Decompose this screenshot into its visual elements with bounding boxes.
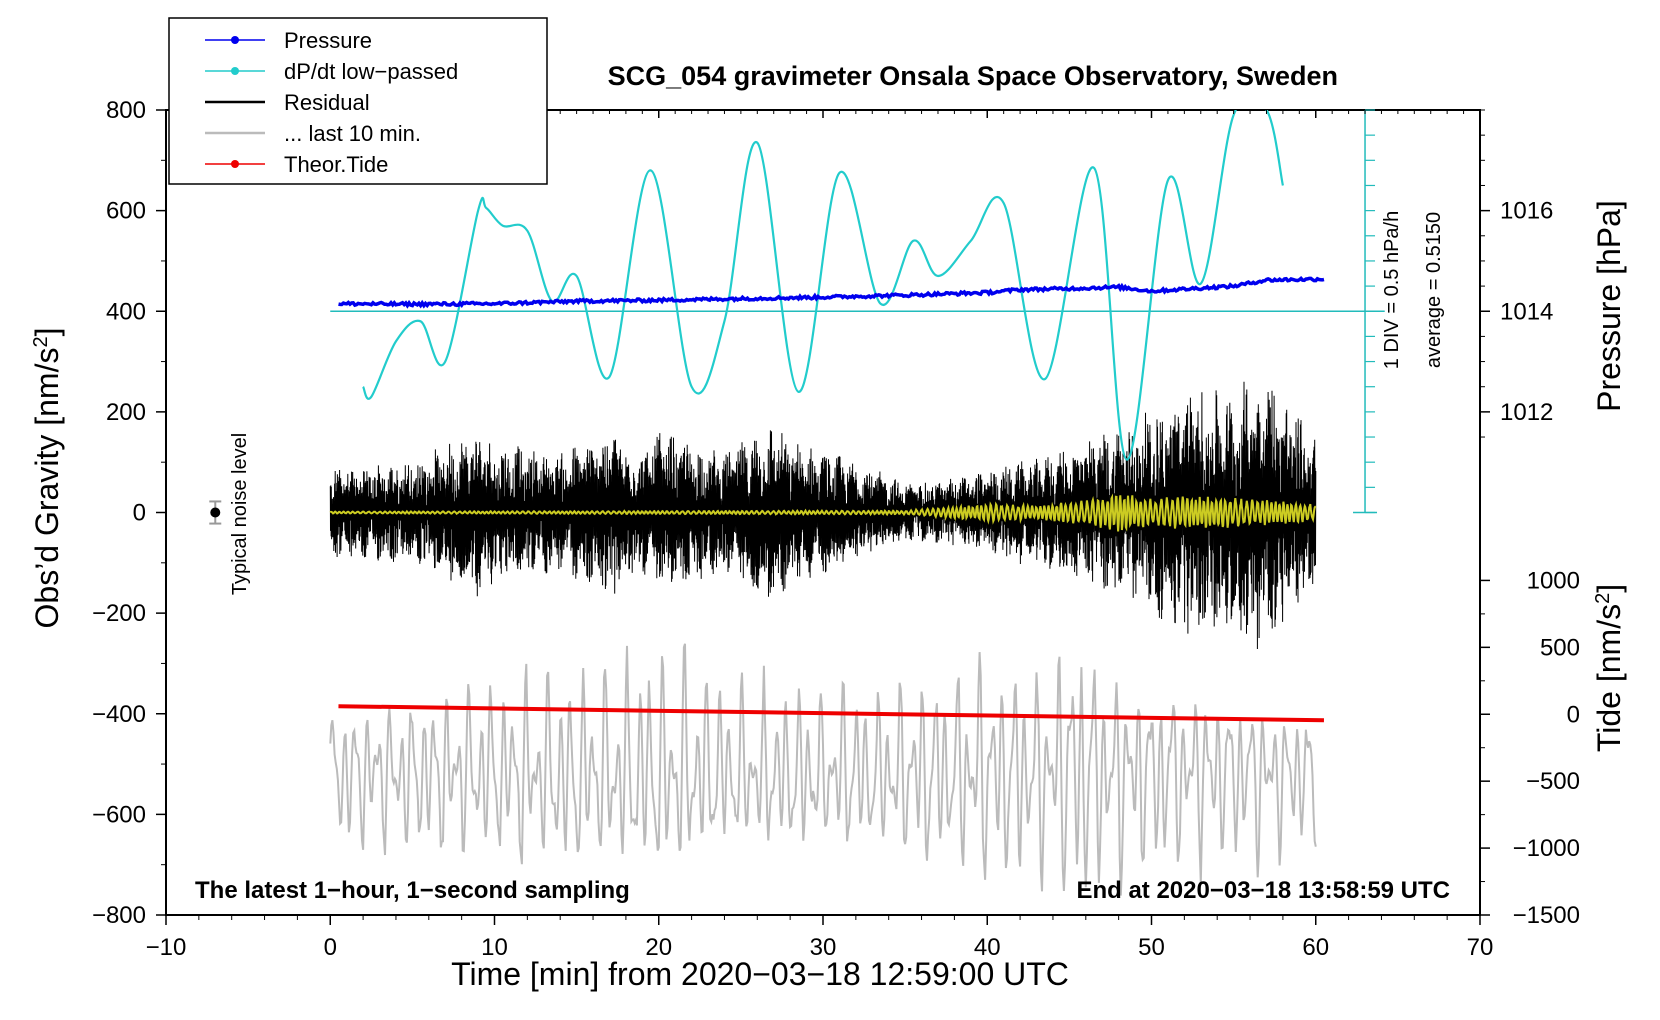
dpdt-axis [330, 109, 1385, 514]
x-tick-label: 60 [1302, 934, 1329, 961]
x-tick-label: 20 [645, 934, 672, 961]
pressure-tick-label: 1014 [1500, 298, 1553, 325]
y-tick-label: −800 [92, 902, 146, 929]
noise-level-marker [209, 500, 222, 525]
tide-tick-label: 1000 [1527, 567, 1580, 594]
tide-axis-title-sup: 2 [1592, 593, 1614, 604]
noise-point [210, 507, 221, 518]
legend-marker [231, 67, 239, 75]
x-tick-label: 70 [1467, 934, 1494, 961]
y-axis-title-main: Obs’d Gravity [nm/s [29, 348, 65, 629]
legend-label: Pressure [284, 28, 372, 53]
tide-axis-title-end: ] [1591, 584, 1627, 593]
legend-label: ... last 10 min. [284, 121, 421, 146]
y-axis: −800 −600 −400 −200 0 200 400 600 800 [92, 97, 166, 929]
tide-tick-label: −500 [1526, 768, 1580, 795]
y-axis-title-end: ] [29, 328, 65, 337]
legend-label: dP/dt low−passed [284, 59, 458, 84]
last-10-min-series [329, 643, 1317, 896]
y-tick-label: 400 [106, 298, 146, 325]
yellow-residual-line [329, 493, 1317, 532]
tide-tick-label: −1000 [1513, 835, 1580, 862]
tide-line [338, 704, 1324, 723]
noise-level-label: Typical noise level [229, 433, 251, 595]
pressure-line [338, 275, 1325, 309]
dpdt-line [362, 110, 1284, 461]
tide-axis: −1500 −1000 −500 0 500 1000 [1480, 567, 1580, 929]
legend-entries: Pressure dP/dt low−passed Residual ... last… [205, 28, 458, 177]
tide-tick-label: −1500 [1513, 902, 1580, 929]
tide-tick-label: 0 [1567, 701, 1580, 728]
x-tick-label: 0 [324, 934, 337, 961]
y-tick-label: 200 [106, 399, 146, 426]
tide-series [338, 704, 1324, 723]
tide-axis-title: Tide [nm/s2] [1591, 584, 1627, 752]
yellow-residual-series [329, 493, 1317, 532]
x-tick-label: 50 [1138, 934, 1165, 961]
legend-label: Residual [284, 90, 370, 115]
last-10-min-line [329, 643, 1317, 896]
pressure-axis-title: Pressure [hPa] [1591, 200, 1627, 412]
dpdt-average-note: average = 0.5150 [1423, 212, 1445, 368]
dpdt-series [362, 110, 1284, 461]
x-tick-label: 40 [974, 934, 1001, 961]
y-tick-label: −200 [92, 600, 146, 627]
y-axis-title: Obs’d Gravity [nm/s2] [29, 328, 65, 629]
y-tick-label: −400 [92, 701, 146, 728]
y-axis-title-sup: 2 [30, 336, 52, 347]
residual-line [329, 381, 1317, 650]
pressure-tick-label: 1016 [1500, 198, 1553, 225]
x-axis-title: Time [min] from 2020−03−18 12:59:00 UTC [451, 956, 1069, 992]
sampling-note: The latest 1−hour, 1−second sampling [195, 877, 630, 904]
y-tick-label: 600 [106, 198, 146, 225]
x-axis: −10 0 10 20 30 40 50 60 70 [146, 110, 1494, 961]
tide-axis-title-main: Tide [nm/s [1591, 604, 1627, 752]
legend-marker [231, 160, 239, 168]
residual-series [329, 381, 1317, 650]
end-time-note: End at 2020−03−18 13:58:59 UTC [1076, 877, 1450, 904]
y-tick-label: 800 [106, 97, 146, 124]
x-tick-label: 10 [481, 934, 508, 961]
legend-label: Theor.Tide [284, 152, 388, 177]
legend: Pressure dP/dt low−passed Residual ... last… [168, 17, 548, 185]
pressure-tick-label: 1012 [1500, 399, 1553, 426]
chart-title: SCG_054 gravimeter Onsala Space Observat… [608, 61, 1338, 91]
tide-tick-label: 500 [1540, 634, 1580, 661]
y-tick-label: −600 [92, 801, 146, 828]
x-tick-label: 30 [810, 934, 837, 961]
pressure-series [338, 275, 1325, 309]
x-tick-label: −10 [146, 934, 187, 961]
legend-marker [231, 36, 239, 44]
pressure-axis: 1012 1014 1016 [1480, 109, 1553, 438]
y-tick-label: 0 [133, 500, 146, 527]
dpdt-scale-note: 1 DIV = 0.5 hPa/h [1381, 211, 1403, 369]
